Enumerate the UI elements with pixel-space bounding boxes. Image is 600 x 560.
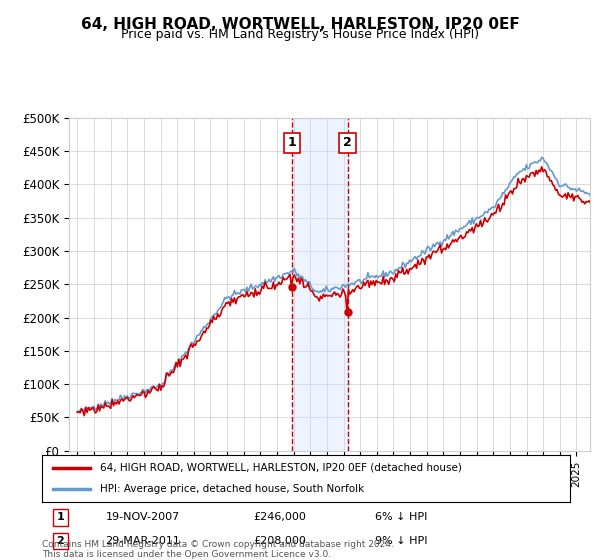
Text: £246,000: £246,000 <box>253 512 306 522</box>
Text: 1: 1 <box>56 512 64 522</box>
Text: 2: 2 <box>56 536 64 546</box>
Bar <box>292 118 347 451</box>
Text: 9% ↓ HPI: 9% ↓ HPI <box>374 536 427 546</box>
Text: Contains HM Land Registry data © Crown copyright and database right 2024.
This d: Contains HM Land Registry data © Crown c… <box>42 540 394 559</box>
Text: 6% ↓ HPI: 6% ↓ HPI <box>374 512 427 522</box>
Text: £208,000: £208,000 <box>253 536 306 546</box>
Text: HPI: Average price, detached house, South Norfolk: HPI: Average price, detached house, Sout… <box>100 484 364 494</box>
Text: 19-NOV-2007: 19-NOV-2007 <box>106 512 179 522</box>
Text: 64, HIGH ROAD, WORTWELL, HARLESTON, IP20 0EF (detached house): 64, HIGH ROAD, WORTWELL, HARLESTON, IP20… <box>100 463 462 473</box>
Text: Price paid vs. HM Land Registry's House Price Index (HPI): Price paid vs. HM Land Registry's House … <box>121 28 479 41</box>
Text: 29-MAR-2011: 29-MAR-2011 <box>106 536 180 546</box>
Text: 1: 1 <box>287 137 296 150</box>
Text: 2: 2 <box>343 137 352 150</box>
Text: 64, HIGH ROAD, WORTWELL, HARLESTON, IP20 0EF: 64, HIGH ROAD, WORTWELL, HARLESTON, IP20… <box>80 17 520 32</box>
